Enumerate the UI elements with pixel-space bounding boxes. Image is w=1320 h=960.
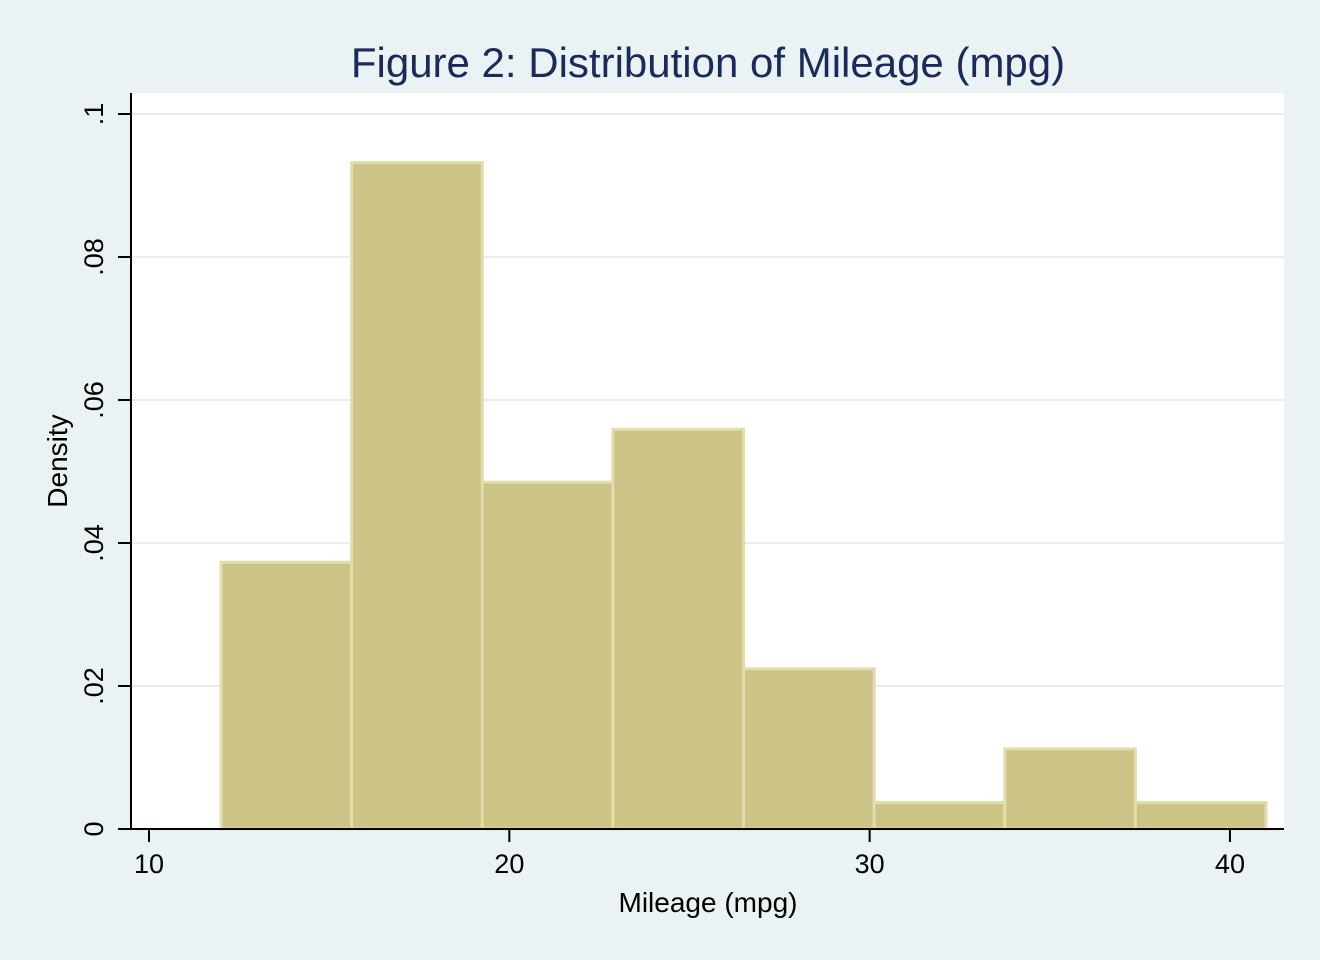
- x-tick-label: 20: [494, 849, 524, 879]
- y-tick-label: .02: [79, 667, 109, 705]
- histogram-bars: [219, 161, 1268, 831]
- x-axis-label: Mileage (mpg): [619, 887, 798, 918]
- histogram-bar: [480, 480, 615, 831]
- y-tick-label: .06: [79, 381, 109, 419]
- y-ticks: 0 .02 .04 .06 .08 .1: [79, 103, 131, 837]
- y-axis-label: Density: [42, 414, 73, 507]
- histogram-bar: [872, 801, 1007, 831]
- x-tick-label: 40: [1215, 849, 1245, 879]
- histogram-bar: [350, 161, 484, 831]
- histogram-bar: [1133, 801, 1268, 831]
- axes: [118, 93, 1284, 830]
- x-tick-label: 10: [134, 849, 164, 879]
- y-tick-label: .1: [79, 103, 109, 126]
- chart-title: Figure 2: Distribution of Mileage (mpg): [351, 39, 1065, 86]
- y-tick-label: .04: [79, 524, 109, 562]
- y-tick-label: 0: [79, 821, 109, 836]
- x-tick-label: 30: [855, 849, 885, 879]
- histogram-bar: [742, 667, 876, 831]
- y-tick-label: .08: [79, 238, 109, 276]
- histogram-bar: [1003, 747, 1137, 831]
- histogram-bar: [219, 560, 354, 831]
- x-ticks: 10 20 30 40: [134, 829, 1245, 879]
- histogram-bar: [611, 427, 746, 831]
